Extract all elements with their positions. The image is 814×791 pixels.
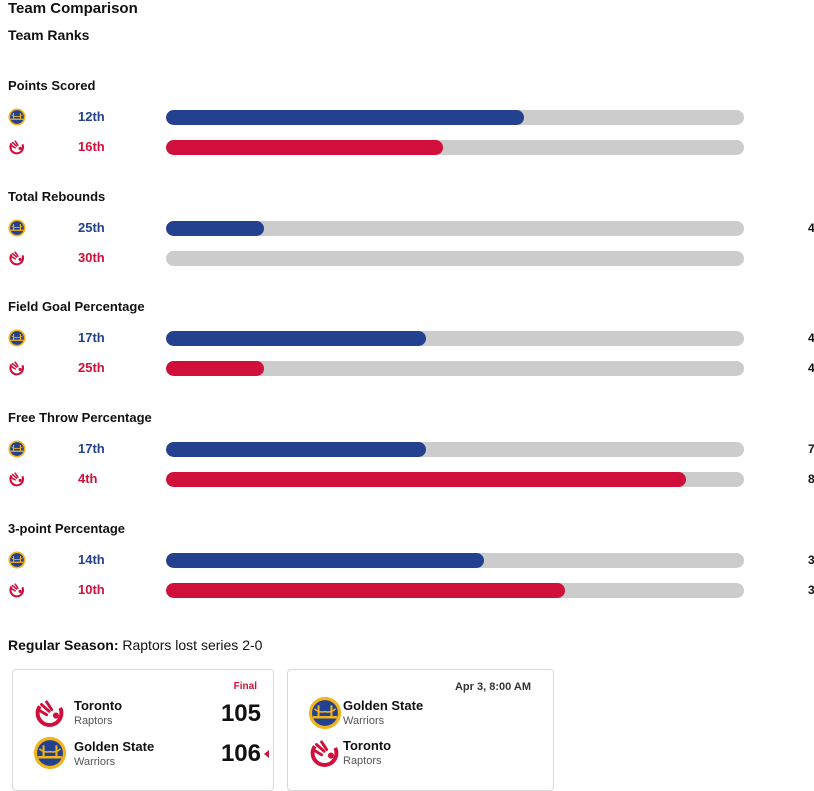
rank-bar-track — [166, 331, 744, 346]
warriors-logo-icon — [8, 108, 26, 126]
rank-label: 4th — [78, 471, 98, 486]
winner-arrow-icon — [264, 750, 269, 758]
stat-value: 4 — [808, 361, 814, 375]
raptors-logo-icon — [8, 359, 26, 377]
stat-value: 3 — [808, 583, 814, 597]
raptors-logo-icon — [8, 470, 26, 488]
stat-row-warriors: 17th 7 — [0, 438, 814, 460]
rank-bar-fill — [166, 331, 427, 346]
rank-label: 17th — [78, 441, 105, 456]
raptors-logo-icon — [308, 736, 342, 770]
raptors-logo-icon — [8, 249, 26, 267]
game-card[interactable]: Apr 3, 8:00 AM Golden State Warriors Tor… — [287, 669, 554, 791]
rank-bar-track — [166, 583, 744, 598]
stat-row-raptors: 10th 3 — [0, 579, 814, 601]
rank-bar-fill — [166, 221, 265, 236]
stat-value: 8 — [808, 472, 814, 486]
rank-bar-fill — [166, 583, 565, 598]
stat-title-free-throw-percentage: Free Throw Percentage — [8, 410, 152, 425]
warriors-logo-icon — [8, 551, 26, 569]
page-title: Team Comparison — [8, 0, 138, 17]
team-score: 105 — [220, 700, 261, 727]
warriors-logo-icon — [8, 329, 26, 347]
stat-row-raptors: 25th 4 — [0, 357, 814, 379]
rank-label: 10th — [78, 582, 105, 597]
rank-bar-track — [166, 442, 744, 457]
stat-title-3-point-percentage: 3-point Percentage — [8, 521, 126, 536]
rank-bar-fill — [166, 553, 484, 568]
rank-label: 12th — [78, 109, 105, 124]
rank-bar-track — [166, 221, 744, 236]
team-city: Golden State — [74, 739, 155, 754]
warriors-logo-icon — [308, 696, 342, 730]
game-time: Apr 3, 8:00 AM — [454, 681, 531, 693]
team-score: 106 — [220, 740, 261, 767]
warriors-logo-icon — [33, 736, 67, 770]
team-name: Warriors — [343, 715, 385, 727]
game-status: Final — [233, 681, 257, 692]
season-label: Regular Season: — [8, 637, 119, 653]
team-city: Toronto — [343, 738, 392, 753]
rank-bar-fill — [166, 140, 444, 155]
stat-row-warriors: 14th 3 — [0, 549, 814, 571]
rank-label: 16th — [78, 139, 105, 154]
stat-value: 7 — [808, 442, 814, 456]
season-series-summary: Regular Season: Raptors lost series 2-0 — [8, 636, 262, 654]
stat-value: 3 — [808, 553, 814, 567]
rank-bar-track — [166, 553, 744, 568]
rank-bar-track — [166, 251, 744, 266]
team-name: Raptors — [74, 715, 113, 727]
rank-bar-track — [166, 361, 744, 376]
rank-label: 30th — [78, 250, 105, 265]
raptors-logo-icon — [8, 581, 26, 599]
rank-bar-track — [166, 472, 744, 487]
stat-value: 4 — [808, 331, 814, 345]
section-subtitle: Team Ranks — [8, 27, 90, 43]
rank-bar-fill — [166, 442, 427, 457]
team-city: Golden State — [343, 698, 424, 713]
stat-row-warriors: 17th 4 — [0, 327, 814, 349]
team-name: Raptors — [343, 755, 382, 767]
team-city: Toronto — [74, 698, 123, 713]
rank-bar-track — [166, 110, 744, 125]
stat-row-warriors: 25th 4 — [0, 217, 814, 239]
rank-label: 25th — [78, 220, 105, 235]
stat-title-points-scored: Points Scored — [8, 78, 96, 93]
rank-bar-track — [166, 140, 744, 155]
stat-row-raptors: 4th 8 — [0, 468, 814, 490]
stat-title-total-rebounds: Total Rebounds — [8, 189, 106, 204]
rank-bar-fill — [166, 110, 525, 125]
warriors-logo-icon — [8, 440, 26, 458]
stat-value: 4 — [808, 221, 814, 235]
rank-label: 14th — [78, 552, 105, 567]
rank-bar-fill — [166, 361, 265, 376]
stat-row-raptors: 16th — [0, 136, 814, 158]
game-card[interactable]: Final Toronto Raptors 105 Golden State W… — [12, 669, 274, 791]
raptors-logo-icon — [33, 696, 67, 730]
stat-title-field-goal-percentage: Field Goal Percentage — [8, 299, 145, 314]
rank-label: 25th — [78, 360, 105, 375]
stat-row-raptors: 30th — [0, 247, 814, 269]
stat-row-warriors: 12th — [0, 106, 814, 128]
team-name: Warriors — [74, 756, 116, 768]
rank-label: 17th — [78, 330, 105, 345]
rank-bar-fill — [166, 472, 687, 487]
season-text: Raptors lost series 2-0 — [118, 637, 263, 653]
warriors-logo-icon — [8, 219, 26, 237]
raptors-logo-icon — [8, 138, 26, 156]
